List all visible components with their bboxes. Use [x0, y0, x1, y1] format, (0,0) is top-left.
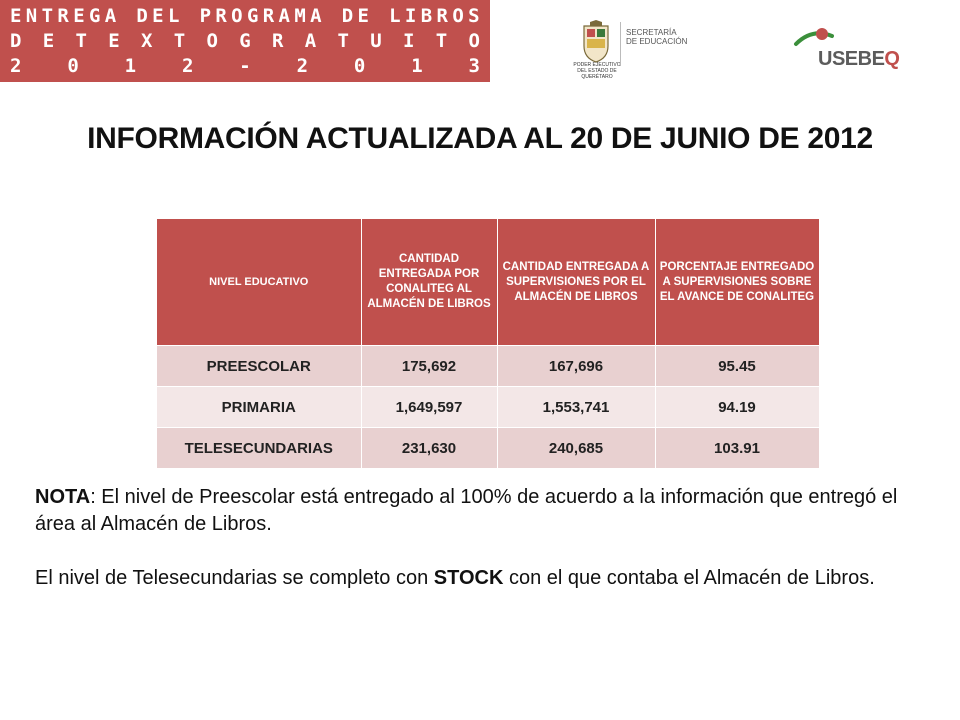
- table-row: TELESECUNDARIAS 231,630 240,685 103.91: [157, 427, 820, 468]
- note-text-2c: con el que contaba el Almacén de Libros.: [503, 567, 875, 589]
- banner-char: [184, 4, 195, 29]
- cell-porcentaje: 95.45: [655, 345, 820, 387]
- cell-conaliteg: 231,630: [361, 427, 498, 468]
- banner-char: D: [136, 5, 148, 27]
- banner-char: O: [206, 30, 218, 52]
- banner-char: N: [25, 5, 38, 27]
- note-text-2a: El nivel de Telesecundarias se completo …: [35, 567, 434, 589]
- banner-char: O: [231, 5, 243, 27]
- banner-char: 3: [468, 55, 480, 77]
- banner-char: R: [436, 5, 448, 27]
- banner-char: E: [73, 5, 85, 27]
- cell-nivel: TELESECUNDARIAS: [157, 427, 362, 468]
- banner-char: T: [75, 30, 87, 52]
- banner-char: 0: [67, 55, 79, 77]
- usebeq-swoosh-icon: [794, 28, 834, 46]
- banner-char: T: [435, 30, 448, 52]
- banner-char: R: [215, 5, 227, 27]
- banner-char: D: [10, 30, 22, 52]
- note-paragraph-2: El nivel de Telesecundarias se completo …: [35, 565, 935, 592]
- banner-char: S: [468, 5, 480, 27]
- banner-char: L: [167, 5, 180, 27]
- note-block: NOTA: El nivel de Preescolar está entreg…: [35, 484, 935, 592]
- cell-nivel: PRIMARIA: [157, 386, 362, 428]
- banner-char: 1: [411, 55, 423, 77]
- banner-char: 2: [296, 55, 309, 77]
- banner-char: 1: [124, 55, 137, 77]
- usebeq-wordmark: USEBEQ: [818, 48, 900, 70]
- table-row: PRIMARIA 1,649,597 1,553,741 94.19: [157, 386, 820, 428]
- cell-supervisiones: 240,685: [497, 427, 656, 468]
- cell-porcentaje: 94.19: [655, 386, 820, 428]
- usebeq-logo: USEBEQ: [792, 26, 932, 70]
- page-title: INFORMACIÓN ACTUALIZADA AL 20 DE JUNIO D…: [87, 122, 873, 155]
- table-row: PREESCOLAR 175,692 167,696 95.45: [157, 345, 820, 387]
- header-conaliteg: CANTIDAD ENTREGADA POR CONALITEG AL ALMA…: [361, 219, 498, 346]
- banner-char: R: [272, 30, 284, 52]
- cell-supervisiones: 167,696: [497, 345, 656, 387]
- queretaro-seal-icon: [583, 20, 609, 63]
- header-porcentaje: PORCENTAJE ENTREGADO A SUPERVISIONES SOB…: [655, 219, 820, 346]
- banner-char: 2: [181, 55, 194, 77]
- banner-char: R: [262, 5, 275, 27]
- note-stock: STOCK: [433, 567, 504, 589]
- banner-char: U: [370, 30, 382, 52]
- banner-char: T: [337, 30, 349, 52]
- note-text-1: : El nivel de Preescolar está entregado …: [35, 486, 898, 535]
- banner-char: I: [403, 30, 415, 52]
- banner-line-3: 2 0 1 2 - 2 0 1 3: [10, 54, 480, 79]
- logo-divider: [620, 22, 621, 66]
- note-label: NOTA: [35, 486, 91, 508]
- banner-char: E: [357, 5, 369, 27]
- cell-conaliteg: 1,649,597: [361, 386, 498, 428]
- banner-char: A: [304, 30, 317, 52]
- banner-char: [373, 4, 384, 29]
- banner-char: G: [246, 5, 259, 27]
- banner-char: X: [141, 30, 153, 52]
- banner-char: O: [468, 30, 480, 52]
- banner-char: A: [104, 5, 117, 27]
- banner-char: T: [173, 30, 186, 52]
- banner-char: E: [10, 5, 22, 27]
- cell-porcentaje: 103.91: [655, 427, 820, 468]
- cell-nivel: PREESCOLAR: [157, 345, 362, 387]
- banner-char: R: [57, 5, 69, 27]
- banner-char: E: [152, 5, 164, 27]
- banner-char: A: [310, 5, 322, 27]
- table-header-row: NIVEL EDUCATIVO CANTIDAD ENTREGADA POR C…: [157, 219, 820, 346]
- banner-char: B: [420, 5, 433, 27]
- logos-area: PODER EJECUTIVO DEL ESTADO DE QUERÉTARO …: [570, 18, 950, 80]
- banner-char: -: [239, 55, 251, 77]
- state-label: PODER EJECUTIVO DEL ESTADO DE QUERÉTARO: [573, 62, 621, 80]
- secretaria-label: SECRETARÍA DE EDUCACIÓN: [626, 28, 688, 46]
- banner-char: 2: [10, 55, 22, 77]
- header-supervisiones: CANTIDAD ENTREGADA A SUPERVISIONES POR E…: [497, 219, 656, 346]
- delivery-table: NIVEL EDUCATIVO CANTIDAD ENTREGADA POR C…: [157, 219, 820, 468]
- banner-char: A: [278, 5, 290, 27]
- banner-char: D: [341, 5, 354, 27]
- banner-char: [326, 4, 337, 29]
- banner-char: 0: [353, 55, 366, 77]
- banner-char: I: [404, 5, 417, 27]
- header-nivel: NIVEL EDUCATIVO: [157, 219, 362, 346]
- banner-char: L: [389, 5, 401, 27]
- cell-supervisiones: 1,553,741: [497, 386, 656, 428]
- note-paragraph-1: NOTA: El nivel de Preescolar está entreg…: [35, 484, 935, 538]
- banner-char: O: [452, 5, 464, 27]
- banner-char: T: [41, 5, 54, 27]
- banner-char: P: [199, 5, 212, 27]
- banner-char: G: [88, 5, 101, 27]
- banner-char: M: [294, 5, 306, 27]
- banner-char: E: [108, 30, 120, 52]
- banner-char: [121, 4, 132, 29]
- cell-conaliteg: 175,692: [361, 345, 498, 387]
- banner-char: G: [239, 30, 251, 52]
- banner-char: E: [42, 30, 55, 52]
